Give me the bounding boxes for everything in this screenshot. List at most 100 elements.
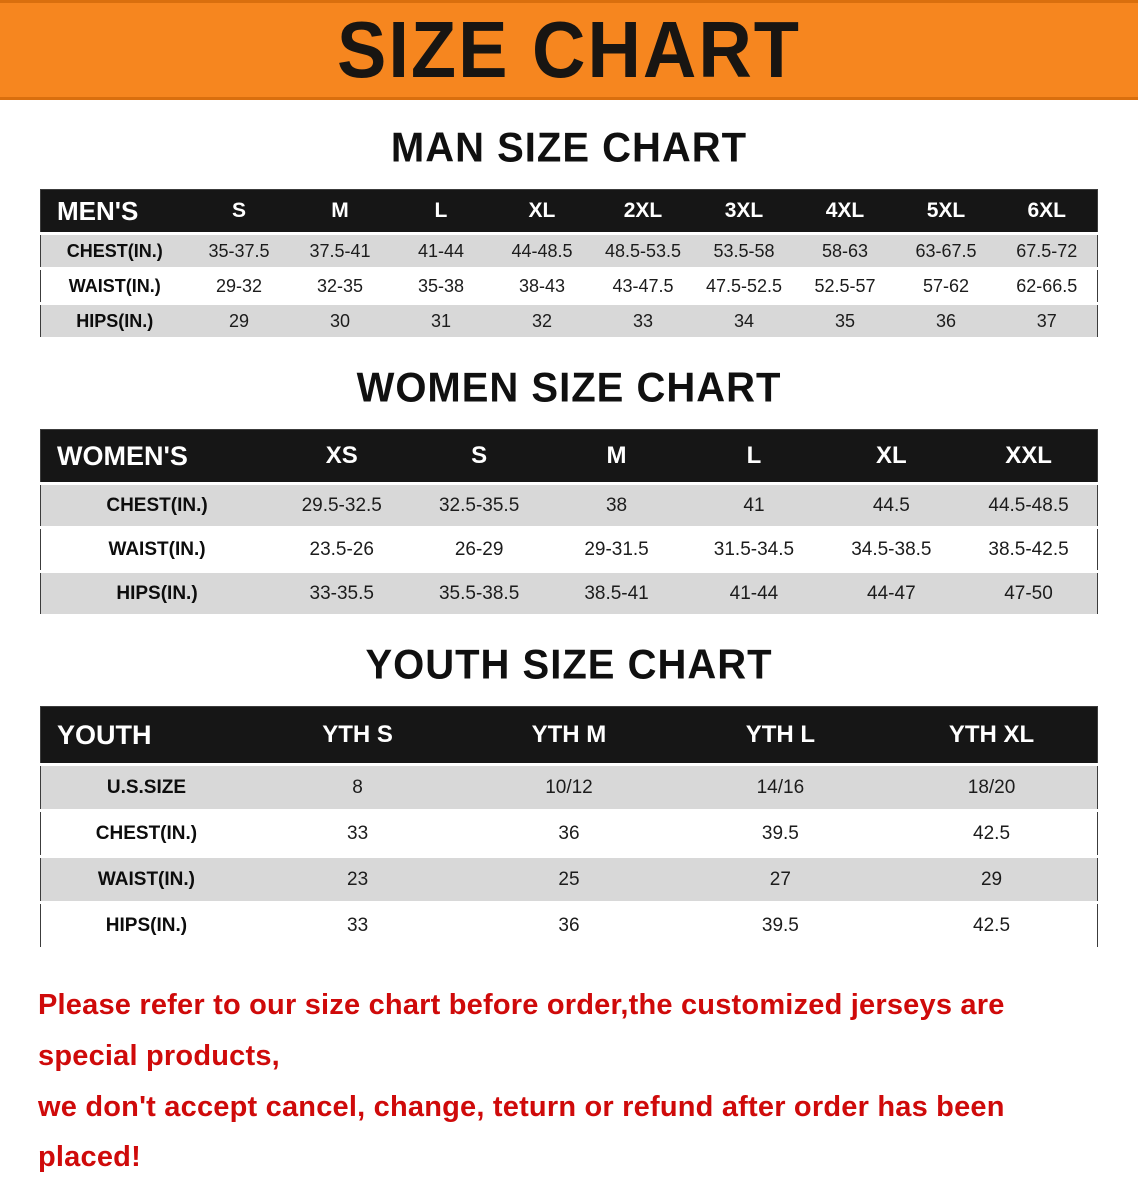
size-column-header: XL — [822, 429, 961, 485]
size-value: 33 — [251, 902, 464, 950]
measurement-label: CHEST(IN.) — [40, 483, 274, 529]
size-value: 18/20 — [886, 764, 1098, 812]
size-column-header: 3XL — [693, 189, 795, 235]
size-value: 37.5-41 — [289, 233, 391, 270]
table-row: WAIST(IN.) 29-32 32-35 35-38 38-43 43-47.5 47.… — [40, 268, 1098, 305]
size-value: 32-35 — [289, 268, 391, 305]
size-value: 32 — [491, 303, 593, 340]
size-value: 58-63 — [794, 233, 896, 270]
measurement-label: HIPS(IN.) — [40, 902, 252, 950]
size-value: 8 — [251, 764, 464, 812]
size-column-header: 6XL — [996, 189, 1098, 235]
size-column-header: XS — [273, 429, 411, 485]
size-value: 29.5-32.5 — [273, 483, 411, 529]
youth-size-table: YOUTH YTH S YTH M YTH L YTH XL U.S.SIZE 8 10/12… — [40, 706, 1098, 950]
size-value: 31 — [390, 303, 492, 340]
size-value: 30 — [289, 303, 391, 340]
size-value: 44-47 — [822, 571, 961, 617]
size-value: 32.5-35.5 — [410, 483, 548, 529]
size-value: 29-32 — [188, 268, 290, 305]
size-value: 33 — [251, 810, 464, 858]
table-row: CHEST(IN.) 33 36 39.5 42.5 — [40, 810, 1098, 858]
size-value: 29 — [886, 856, 1098, 904]
women-table-wrap: WOMEN'S XS S M L XL XXL CHEST(IN.) 29.5-32.5 32.5… — [0, 429, 1138, 617]
size-value: 67.5-72 — [996, 233, 1098, 270]
size-value: 44.5-48.5 — [960, 483, 1098, 529]
size-value: 33-35.5 — [273, 571, 411, 617]
table-header-row: WOMEN'S XS S M L XL XXL — [40, 429, 1098, 485]
size-value: 36 — [895, 303, 997, 340]
size-column-header: XXL — [960, 429, 1098, 485]
size-column-header: S — [188, 189, 290, 235]
size-value: 43-47.5 — [592, 268, 694, 305]
size-value: 44-48.5 — [491, 233, 593, 270]
size-value: 39.5 — [674, 902, 887, 950]
size-value: 47-50 — [960, 571, 1098, 617]
size-column-header: 5XL — [895, 189, 997, 235]
size-value: 34 — [693, 303, 795, 340]
measurement-label: CHEST(IN.) — [40, 233, 189, 270]
size-value: 41 — [685, 483, 823, 529]
size-value: 48.5-53.5 — [592, 233, 694, 270]
size-value: 14/16 — [674, 764, 887, 812]
table-title-cell: YOUTH — [40, 706, 252, 766]
table-header-row: MEN'S S M L XL 2XL 3XL 4XL 5XL 6XL — [40, 189, 1098, 235]
table-title-cell: MEN'S — [40, 189, 189, 235]
table-header-row: YOUTH YTH S YTH M YTH L YTH XL — [40, 706, 1098, 766]
size-value: 57-62 — [895, 268, 997, 305]
size-value: 38.5-41 — [547, 571, 686, 617]
size-value: 25 — [463, 856, 675, 904]
size-column-header: M — [547, 429, 686, 485]
size-value: 38 — [547, 483, 686, 529]
disclaimer: Please refer to our size chart before or… — [0, 980, 1138, 1183]
size-column-header: L — [390, 189, 492, 235]
table-row: WAIST(IN.) 23 25 27 29 — [40, 856, 1098, 904]
size-value: 42.5 — [886, 902, 1098, 950]
size-value: 29-31.5 — [547, 527, 686, 573]
size-column-header: XL — [491, 189, 593, 235]
size-value: 26-29 — [410, 527, 548, 573]
women-size-table: WOMEN'S XS S M L XL XXL CHEST(IN.) 29.5-32.5 32.5… — [40, 429, 1098, 617]
table-row: U.S.SIZE 8 10/12 14/16 18/20 — [40, 764, 1098, 812]
men-size-table: MEN'S S M L XL 2XL 3XL 4XL 5XL 6XL CHEST(IN.) 35-37… — [40, 189, 1098, 340]
table-row: CHEST(IN.) 29.5-32.5 32.5-35.5 38 41 44.5 44.5… — [40, 483, 1098, 529]
size-value: 34.5-38.5 — [822, 527, 961, 573]
size-value: 36 — [463, 902, 675, 950]
measurement-label: WAIST(IN.) — [40, 268, 189, 305]
size-value: 10/12 — [463, 764, 675, 812]
size-column-header: YTH L — [674, 706, 887, 766]
size-value: 29 — [188, 303, 290, 340]
size-value: 23 — [251, 856, 464, 904]
banner-title: SIZE CHART — [337, 4, 801, 95]
size-value: 36 — [463, 810, 675, 858]
youth-table-wrap: YOUTH YTH S YTH M YTH L YTH XL U.S.SIZE 8 10/12… — [0, 706, 1138, 950]
size-value: 27 — [674, 856, 887, 904]
table-row: HIPS(IN.) 29 30 31 32 33 34 35 36 37 — [40, 303, 1098, 340]
size-column-header: S — [410, 429, 548, 485]
size-value: 37 — [996, 303, 1098, 340]
size-value: 62-66.5 — [996, 268, 1098, 305]
size-value: 44.5 — [822, 483, 961, 529]
size-value: 38-43 — [491, 268, 593, 305]
size-column-header: 2XL — [592, 189, 694, 235]
size-column-header: M — [289, 189, 391, 235]
size-value: 47.5-52.5 — [693, 268, 795, 305]
youth-size-chart-heading: YOUTH SIZE CHART — [365, 641, 773, 689]
size-chart-sections: MAN SIZE CHART MEN'S S M L XL 2XL 3XL 4XL 5XL 6XL C… — [0, 125, 1138, 950]
size-value: 41-44 — [685, 571, 823, 617]
men-table-wrap: MEN'S S M L XL 2XL 3XL 4XL 5XL 6XL CHEST(IN.) 35-37… — [0, 189, 1138, 340]
disclaimer-line-1: Please refer to our size chart before or… — [38, 989, 1005, 1072]
size-value: 35.5-38.5 — [410, 571, 548, 617]
table-row: HIPS(IN.) 33-35.5 35.5-38.5 38.5-41 41-44 44-… — [40, 571, 1098, 617]
size-chart-banner: SIZE CHART — [0, 0, 1138, 100]
measurement-label: WAIST(IN.) — [40, 856, 252, 904]
size-value: 33 — [592, 303, 694, 340]
size-value: 41-44 — [390, 233, 492, 270]
size-value: 42.5 — [886, 810, 1098, 858]
size-value: 35 — [794, 303, 896, 340]
size-value: 39.5 — [674, 810, 887, 858]
measurement-label: CHEST(IN.) — [40, 810, 252, 858]
size-value: 35-37.5 — [188, 233, 290, 270]
measurement-label: WAIST(IN.) — [40, 527, 274, 573]
size-column-header: YTH XL — [886, 706, 1098, 766]
